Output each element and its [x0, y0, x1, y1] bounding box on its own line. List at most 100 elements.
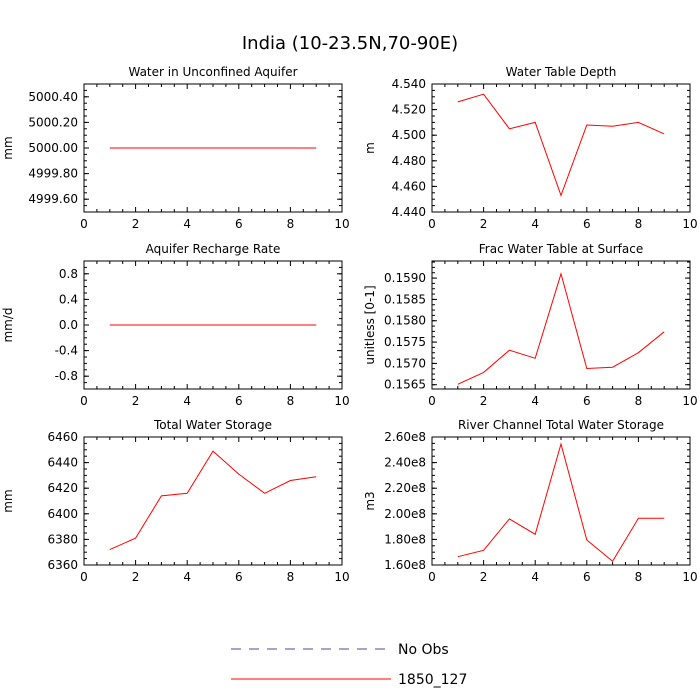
y-tick-label: 1.60e8 [384, 558, 426, 572]
y-tick-label: 0.0 [59, 318, 78, 332]
y-tick-label: -0.8 [55, 369, 78, 383]
y-tick-label: 6400 [47, 507, 78, 521]
panel-6: River Channel Total Water Storage 0 2 4 6 8 10… [363, 418, 698, 584]
x-tick-label: 6 [583, 394, 591, 408]
y-axis-label: mm/d [1, 307, 15, 342]
y-tick-label: 0.1570 [384, 356, 426, 370]
y-axis-label: mm [1, 489, 15, 512]
panel-frame [431, 260, 691, 390]
panel-4: Frac Water Table at Surface 0 2 4 6 8 10 0.1565… [363, 242, 698, 408]
y-tick-label: 2.00e8 [384, 507, 426, 521]
x-tick-label: 8 [635, 217, 643, 231]
x-tick-label: 10 [334, 570, 349, 584]
x-tick-label: 6 [235, 217, 243, 231]
x-tick-label: 4 [183, 570, 191, 584]
x-tick-label: 4 [183, 394, 191, 408]
x-tick-label: 0 [80, 394, 88, 408]
y-tick-label: 2.60e8 [384, 430, 426, 444]
y-tick-label: -0.4 [55, 344, 78, 358]
x-tick-label: 0 [428, 570, 436, 584]
y-tick-label: 4.460 [392, 179, 426, 193]
panel-5: Total Water Storage 0 2 4 6 8 10 6360 6380 6400 64… [1, 418, 350, 584]
y-tick-label: 0.1585 [384, 292, 426, 306]
y-tick-label: 4.480 [392, 154, 426, 168]
x-tick-label: 4 [183, 217, 191, 231]
legend-label-1: No Obs [398, 642, 449, 658]
legend: No Obs 1850_127 [231, 642, 467, 688]
x-tick-label: 10 [682, 570, 697, 584]
x-tick-label: 0 [80, 570, 88, 584]
y-tick-label: 0.1580 [384, 314, 426, 328]
x-tick-label: 0 [80, 217, 88, 231]
y-tick-label: 1.80e8 [384, 532, 426, 546]
x-tick-label: 4 [531, 217, 539, 231]
x-tick-label: 4 [531, 570, 539, 584]
x-tick-label: 10 [334, 217, 349, 231]
x-tick-label: 10 [334, 394, 349, 408]
x-tick-label: 6 [583, 570, 591, 584]
panel-title: Frac Water Table at Surface [479, 242, 643, 256]
panel-2: Water Table Depth 0 2 4 6 8 10 4.440 4.460 4.480 4… [363, 65, 698, 231]
x-tick-label: 0 [428, 394, 436, 408]
panel-title: Total Water Storage [153, 418, 272, 432]
x-tick-label: 2 [480, 217, 488, 231]
panel-title: Water in Unconfined Aquifer [128, 65, 297, 79]
x-tick-label: 6 [235, 570, 243, 584]
y-tick-label: 4.520 [392, 103, 426, 117]
y-axis-label: m [363, 142, 377, 154]
x-tick-label: 8 [287, 217, 295, 231]
panel-title: River Channel Total Water Storage [458, 418, 664, 432]
y-tick-label: 2.40e8 [384, 456, 426, 470]
y-tick-label: 0.1565 [384, 378, 426, 392]
x-tick-label: 8 [635, 394, 643, 408]
x-tick-label: 8 [635, 570, 643, 584]
series-line-1850_127 [457, 93, 665, 197]
panel-frame [431, 83, 691, 213]
y-tick-label: 6460 [47, 430, 78, 444]
x-tick-label: 2 [132, 394, 140, 408]
figure-title: India (10-23.5N,70-90E) [241, 33, 459, 54]
panel-frame [431, 436, 691, 566]
series-line-1850_127 [457, 442, 665, 562]
y-tick-label: 6360 [47, 558, 78, 572]
y-axis-label: unitless [0-1] [363, 285, 377, 364]
x-tick-label: 8 [287, 570, 295, 584]
x-tick-label: 8 [287, 394, 295, 408]
panel-1: Water in Unconfined Aquifer 0 2 4 6 8 10 4999.6… [1, 65, 350, 231]
legend-label-2: 1850_127 [398, 672, 467, 688]
y-tick-label: 6420 [47, 481, 78, 495]
x-tick-label: 0 [428, 217, 436, 231]
y-tick-label: 0.1575 [384, 335, 426, 349]
y-tick-label: 5000.20 [28, 115, 78, 129]
y-tick-label: 4999.80 [28, 167, 78, 181]
y-tick-label: 0.8 [59, 267, 78, 281]
series-line-1850_127 [109, 450, 317, 551]
y-tick-label: 2.20e8 [384, 481, 426, 495]
y-tick-label: 5000.00 [28, 141, 78, 155]
x-tick-label: 10 [682, 217, 697, 231]
y-tick-label: 6440 [47, 456, 78, 470]
y-tick-label: 4999.60 [28, 192, 78, 206]
y-tick-label: 5000.40 [28, 90, 78, 104]
y-tick-label: 4.500 [392, 128, 426, 142]
y-axis-label: m3 [363, 491, 377, 510]
panel-title: Water Table Depth [506, 65, 617, 79]
x-tick-label: 6 [583, 217, 591, 231]
y-tick-label: 0.1590 [384, 271, 426, 285]
x-tick-label: 2 [480, 570, 488, 584]
x-tick-label: 2 [480, 394, 488, 408]
y-tick-label: 6380 [47, 532, 78, 546]
x-tick-label: 2 [132, 217, 140, 231]
x-tick-label: 4 [531, 394, 539, 408]
y-tick-label: 0.4 [59, 292, 78, 306]
panel-frame [83, 436, 343, 566]
x-tick-label: 6 [235, 394, 243, 408]
x-tick-label: 10 [682, 394, 697, 408]
series-line-1850_127 [457, 271, 665, 385]
x-tick-label: 2 [132, 570, 140, 584]
y-tick-label: 4.540 [392, 77, 426, 91]
y-tick-label: 4.440 [392, 205, 426, 219]
panel-title: Aquifer Recharge Rate [146, 242, 281, 256]
y-axis-label: mm [1, 136, 15, 159]
